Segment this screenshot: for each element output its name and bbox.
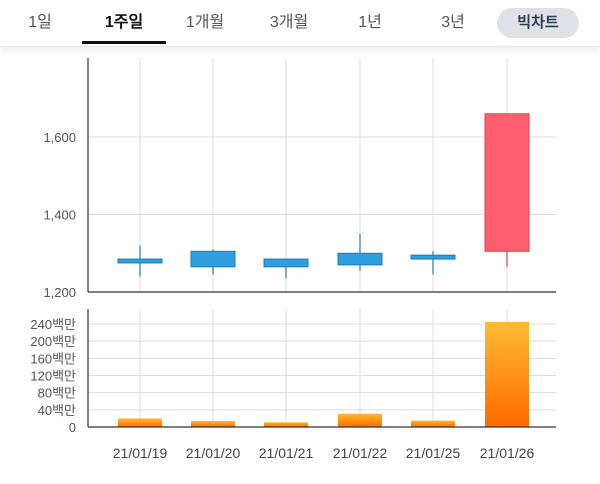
chart-axes — [87, 58, 556, 428]
candle-body — [484, 113, 530, 252]
volume-tick-label: 200백만 — [30, 334, 76, 349]
candle-body — [410, 254, 456, 260]
price-tick-label: 1,400 — [43, 208, 76, 223]
tab-1-month[interactable]: 1개월 — [185, 14, 225, 31]
volume-tick-label: 160백만 — [30, 351, 76, 366]
volume-bar — [118, 418, 162, 427]
tab-1-week[interactable]: 1주일 — [104, 14, 144, 31]
date-tick-label: 21/01/26 — [480, 445, 535, 461]
candle-body — [263, 258, 309, 268]
tab-1-day[interactable]: 1일 — [28, 14, 52, 31]
date-tick-label: 21/01/20 — [186, 445, 241, 461]
volume-tick-label: 80백만 — [38, 386, 76, 401]
candle-body — [117, 258, 163, 264]
volume-tick-label: 0 — [69, 420, 76, 435]
date-tick-label: 21/01/22 — [333, 445, 388, 461]
tab-3-years[interactable]: 3년 — [441, 14, 465, 31]
volume-bar — [264, 422, 308, 427]
date-tick-label: 21/01/25 — [406, 445, 461, 461]
volume-bar — [338, 413, 382, 427]
volume-tick-label: 240백만 — [30, 317, 76, 332]
date-tick-label: 21/01/19 — [113, 445, 168, 461]
candle-body — [337, 252, 383, 266]
chart-labels: 1,200 1,400 1,600 0 40백만 80백만 120백만 160백만 200백만 2… — [30, 130, 534, 461]
candlestick-series — [117, 113, 530, 279]
date-tick-label: 21/01/21 — [259, 445, 314, 461]
volume-tick-label: 40백만 — [38, 403, 76, 418]
price-tick-label: 1,600 — [43, 130, 76, 145]
price-tick-label: 1,200 — [43, 285, 76, 300]
volume-series — [118, 321, 529, 427]
volume-bar — [485, 321, 529, 427]
candle-body — [190, 250, 236, 268]
tab-3-months[interactable]: 3개월 — [269, 14, 309, 31]
volume-bar — [191, 420, 235, 427]
bigchart-button[interactable]: 빅차트 — [497, 8, 579, 38]
period-tab-bar: 1일 1주일 1개월 3개월 1년 3년 빅차트 — [0, 0, 600, 47]
tab-1-year[interactable]: 1년 — [358, 14, 382, 31]
active-tab-indicator — [82, 41, 166, 44]
volume-bar — [411, 420, 455, 427]
volume-tick-label: 120백만 — [30, 369, 76, 384]
